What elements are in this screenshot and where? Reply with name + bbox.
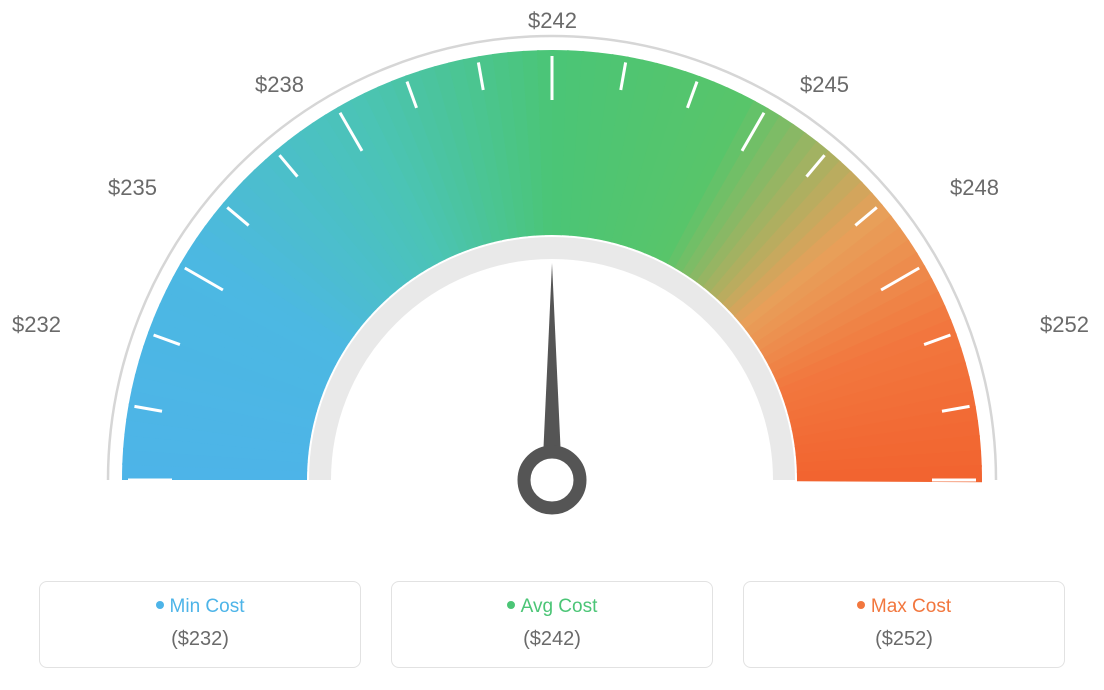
legend-max-value: ($252) <box>754 628 1054 651</box>
legend-avg-title: Avg Cost <box>402 596 702 618</box>
legend-min-label: Min Cost <box>170 596 245 617</box>
gauge-chart-container: $232 $235 $238 $242 $245 $248 $252 Min C… <box>0 0 1104 690</box>
legend-min-value: ($232) <box>50 628 350 651</box>
tick-label-2: $238 <box>255 72 304 98</box>
legend-max-title: Max Cost <box>754 596 1054 618</box>
tick-label-6: $252 <box>1040 312 1089 338</box>
legend-avg-label: Avg Cost <box>521 596 598 617</box>
tick-label-1: $235 <box>108 175 157 201</box>
tick-label-0: $232 <box>12 312 61 338</box>
gauge-svg <box>0 0 1104 560</box>
legend-max-label: Max Cost <box>871 596 951 617</box>
legend-avg: Avg Cost ($242) <box>391 581 713 668</box>
legend-min-title: Min Cost <box>50 596 350 618</box>
legend-min-dot-icon <box>156 601 164 609</box>
legend-avg-value: ($242) <box>402 628 702 651</box>
legend-max-dot-icon <box>857 601 865 609</box>
tick-label-5: $248 <box>950 175 999 201</box>
legend-min: Min Cost ($232) <box>39 581 361 668</box>
legend-max: Max Cost ($252) <box>743 581 1065 668</box>
legend-avg-dot-icon <box>507 601 515 609</box>
gauge-area: $232 $235 $238 $242 $245 $248 $252 <box>0 0 1104 560</box>
tick-label-3: $242 <box>528 8 577 34</box>
legend-row: Min Cost ($232) Avg Cost ($242) Max Cost… <box>0 581 1104 668</box>
tick-label-4: $245 <box>800 72 849 98</box>
